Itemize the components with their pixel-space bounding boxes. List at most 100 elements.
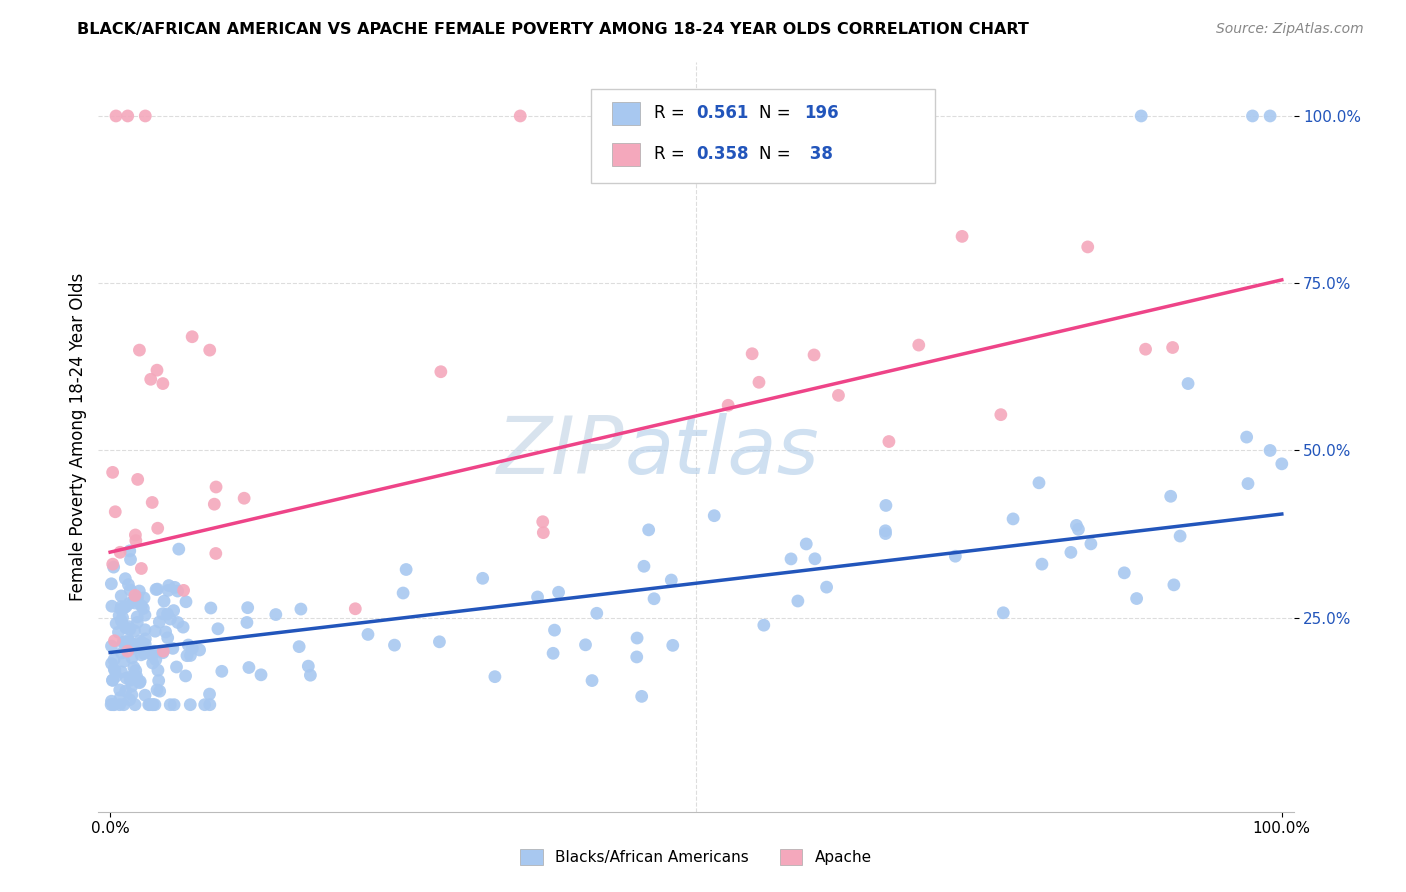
Point [121,651,143,665]
Point [118,692,141,706]
Point [200,601,222,615]
Point [100,698,122,712]
Point [1236,430,1258,444]
Point [156,631,179,645]
Point [118,619,141,633]
Point [166,615,188,630]
Text: Source: ZipAtlas.com: Source: ZipAtlas.com [1216,22,1364,37]
Point [124,589,146,603]
Point [152,376,174,391]
Point [127,591,149,605]
Point [117,109,139,123]
Point [139,372,162,386]
Point [630,690,652,704]
Point [236,615,259,630]
Point [132,640,155,655]
Point [110,602,132,616]
Point [1028,475,1050,490]
Text: atlas: atlas [624,413,820,491]
Point [531,525,554,540]
Point [803,348,825,362]
Point [1258,443,1281,458]
Point [100,639,122,653]
Point [124,528,146,542]
Point [181,641,204,656]
Point [127,610,149,624]
Point [827,388,849,402]
Point [108,608,131,623]
Point [1067,522,1090,536]
Point [134,608,156,623]
Point [174,595,197,609]
Point [134,637,156,651]
Point [153,594,176,608]
Point [103,662,125,676]
Point [108,682,131,697]
Point [1168,529,1191,543]
Point [118,544,141,558]
Point [127,615,149,630]
Point [103,698,125,712]
Point [120,673,142,687]
Point [131,642,153,657]
Point [101,673,124,687]
Point [146,663,169,677]
Text: 0.358: 0.358 [696,145,748,163]
Point [121,639,143,653]
Point [129,674,152,689]
Point [943,549,966,564]
Point [143,644,166,658]
Point [471,571,494,585]
Point [1177,376,1199,391]
Point [124,698,146,712]
Point [114,636,136,650]
Point [105,669,128,683]
Point [429,635,451,649]
Point [166,660,188,674]
Point [114,572,136,586]
Point [748,376,770,390]
Point [124,641,146,656]
Legend: Blacks/African Americans, Apache: Blacks/African Americans, Apache [515,843,877,871]
Point [207,622,229,636]
Text: N =: N = [759,145,796,163]
Point [1161,341,1184,355]
Text: BLACK/AFRICAN AMERICAN VS APACHE FEMALE POVERTY AMONG 18-24 YEAR OLDS CORRELATIO: BLACK/AFRICAN AMERICAN VS APACHE FEMALE … [77,22,1029,37]
Point [142,698,165,712]
Point [112,698,135,712]
Point [181,330,204,344]
Point [176,648,198,663]
Point [626,631,648,645]
Point [163,580,186,594]
Point [290,602,312,616]
Point [131,635,153,649]
Point [122,660,145,674]
Point [198,343,221,358]
Point [110,614,132,628]
Point [703,508,725,523]
Point [142,656,165,670]
Point [543,623,565,637]
Point [138,698,160,712]
Point [117,633,139,648]
Point [121,679,143,693]
Point [780,552,803,566]
Point [124,624,146,638]
Point [1125,591,1147,606]
Point [146,682,169,697]
Point [110,665,132,679]
Point [637,523,659,537]
Point [103,560,125,574]
Point [100,694,122,708]
Point [141,495,163,509]
Point [167,542,190,557]
Point [804,551,827,566]
Text: N =: N = [759,104,796,122]
Point [484,670,506,684]
Point [205,480,228,494]
Point [990,408,1012,422]
Point [110,589,132,603]
Point [162,604,184,618]
Point [907,338,929,352]
Point [125,669,148,683]
